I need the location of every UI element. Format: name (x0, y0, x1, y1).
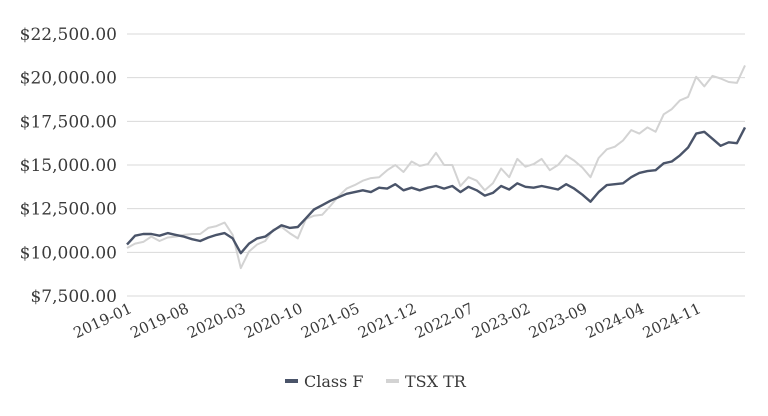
legend-swatch (386, 379, 399, 383)
y-tick-label: $10,000.00 (20, 243, 117, 263)
series-line-class-f (126, 126, 747, 255)
x-tick-label: 2019-08 (128, 299, 192, 342)
x-tick-label: 2022-07 (412, 299, 476, 342)
y-axis-ticks: $7,500.00 $10,000.00 $12,500.00 $15,000.00 $… (20, 25, 117, 307)
y-tick-label: $22,500.00 (20, 25, 117, 45)
series-lines (126, 64, 747, 270)
x-tick-label: 2021-12 (355, 299, 419, 342)
legend-label: TSX TR (405, 372, 467, 391)
legend-label: Class F (304, 372, 364, 391)
y-tick-label: $17,500.00 (20, 112, 117, 132)
y-tick-label: $12,500.00 (20, 200, 117, 220)
y-tick-label: $15,000.00 (20, 156, 117, 176)
series-line-tsx-tr (126, 64, 746, 270)
x-tick-label: 2023-02 (469, 299, 533, 342)
legend-swatch (285, 379, 298, 383)
x-tick-label: 2024-11 (640, 299, 704, 342)
x-tick-label: 2024-04 (583, 299, 647, 342)
gridlines (127, 33, 745, 297)
legend: Class F TSX TR (285, 372, 467, 391)
y-tick-label: $7,500.00 (30, 287, 117, 307)
x-tick-label: 2023-09 (526, 299, 590, 342)
x-tick-label: 2020-03 (184, 299, 248, 342)
x-tick-label: 2020-10 (241, 299, 305, 342)
x-tick-label: 2021-05 (298, 299, 362, 342)
x-axis-ticks: 2019-012019-082020-032020-102021-052021-… (71, 299, 704, 342)
y-tick-label: $20,000.00 (20, 69, 117, 89)
